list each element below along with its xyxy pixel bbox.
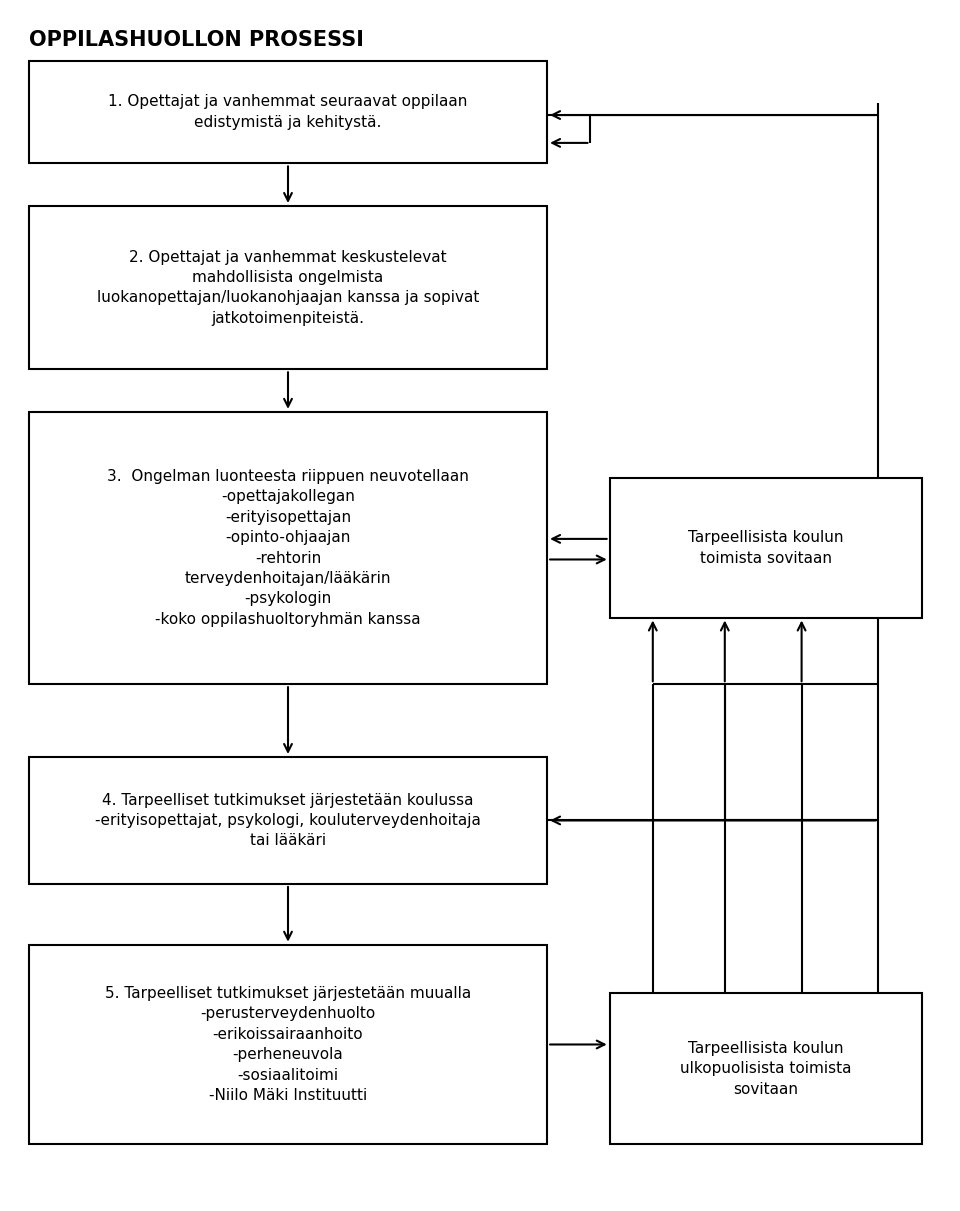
Text: 1. Opettajat ja vanhemmat seuraavat oppilaan
edistymistä ja kehitystä.: 1. Opettajat ja vanhemmat seuraavat oppi… bbox=[108, 94, 468, 130]
FancyBboxPatch shape bbox=[29, 945, 547, 1144]
FancyBboxPatch shape bbox=[29, 206, 547, 369]
FancyBboxPatch shape bbox=[610, 993, 922, 1144]
Text: Tarpeellisista koulun
ulkopuolisista toimista
sovitaan: Tarpeellisista koulun ulkopuolisista toi… bbox=[680, 1040, 852, 1097]
Text: OPPILASHUOLLON PROSESSI: OPPILASHUOLLON PROSESSI bbox=[29, 30, 364, 51]
Text: 2. Opettajat ja vanhemmat keskustelevat
mahdollisista ongelmista
luokanopettajan: 2. Opettajat ja vanhemmat keskustelevat … bbox=[97, 249, 479, 326]
FancyBboxPatch shape bbox=[29, 61, 547, 163]
FancyBboxPatch shape bbox=[29, 757, 547, 884]
Text: 3.  Ongelman luonteesta riippuen neuvotellaan
-opettajakollegan
-erityisopettaja: 3. Ongelman luonteesta riippuen neuvotel… bbox=[108, 469, 468, 627]
FancyBboxPatch shape bbox=[29, 412, 547, 684]
Text: 5. Tarpeelliset tutkimukset järjestetään muualla
-perusterveydenhuolto
-erikoiss: 5. Tarpeelliset tutkimukset järjestetään… bbox=[105, 986, 471, 1103]
Text: 4. Tarpeelliset tutkimukset järjestetään koulussa
-erityisopettajat, psykologi, : 4. Tarpeelliset tutkimukset järjestetään… bbox=[95, 792, 481, 849]
FancyBboxPatch shape bbox=[610, 478, 922, 618]
Text: Tarpeellisista koulun
toimista sovitaan: Tarpeellisista koulun toimista sovitaan bbox=[688, 530, 843, 566]
